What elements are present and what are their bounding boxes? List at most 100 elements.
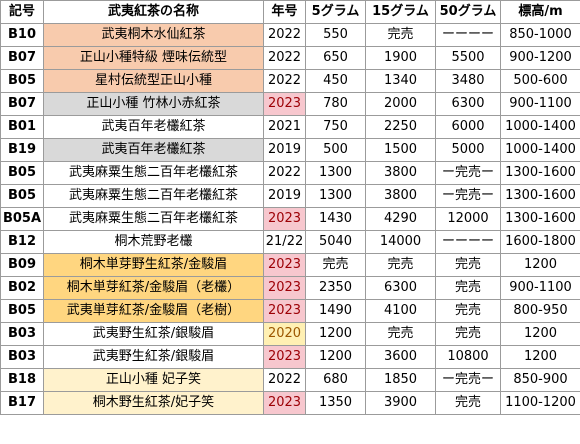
price-15g-cell: 3800 (365, 161, 436, 185)
price-5g-cell: 1200 (305, 322, 366, 346)
altitude-cell: 1300-1600 (500, 207, 580, 231)
price-50g-cell: 完売 (435, 299, 501, 323)
name-cell: 武夷麻粟生態二百年老欉紅茶 (43, 184, 264, 208)
header-row: 記号 武夷紅茶の名称 年号 5グラム 15グラム 50グラム 標高/m (0, 0, 580, 24)
price-5g-cell: 680 (305, 368, 366, 392)
price-15g-cell: 6300 (365, 276, 436, 300)
price-5g-cell: 完売 (305, 253, 366, 277)
table-row: B19 武夷百年老欉紅茶 2019 500 1500 5000 1000-1400 (0, 138, 580, 162)
price-50g-cell: 5500 (435, 46, 501, 70)
altitude-cell: 1200 (500, 253, 580, 277)
price-15g-cell: 1500 (365, 138, 436, 162)
table-row: B07 正山小種 竹林小赤紅茶 2023 780 2000 6300 900-1100 (0, 92, 580, 116)
name-cell: 桐木単芽紅茶/金駿眉（老欉） (43, 276, 264, 300)
year-cell: 2023 (263, 92, 306, 116)
price-15g-cell: 3800 (365, 184, 436, 208)
year-cell: 2023 (263, 391, 306, 415)
year-cell: 2023 (263, 345, 306, 369)
name-cell: 星村伝統型正山小種 (43, 69, 264, 93)
name-cell: 武夷単芽紅茶/金駿眉（老樹） (43, 299, 264, 323)
price-50g-cell: ー完売ー (435, 368, 501, 392)
altitude-cell: 900-1100 (500, 92, 580, 116)
name-cell: 武夷桐木水仙紅茶 (43, 23, 264, 47)
altitude-cell: 1300-1600 (500, 184, 580, 208)
name-cell: 正山小種特級 煙味伝統型 (43, 46, 264, 70)
year-cell: 2022 (263, 46, 306, 70)
code-cell: B03 (0, 322, 44, 346)
price-15g-cell: 3600 (365, 345, 436, 369)
price-5g-cell: 550 (305, 23, 366, 47)
price-5g-cell: 1200 (305, 345, 366, 369)
code-cell: B05 (0, 161, 44, 185)
table-row: B05 武夷麻粟生態二百年老欉紅茶 2019 1300 3800 ー完売ー 1300-160… (0, 184, 580, 208)
altitude-cell: 900-1100 (500, 276, 580, 300)
code-cell: B19 (0, 138, 44, 162)
price-5g-cell: 1300 (305, 184, 366, 208)
header-15g: 15グラム (365, 0, 436, 24)
price-50g-cell: 3480 (435, 69, 501, 93)
price-15g-cell: 14000 (365, 230, 436, 254)
code-cell: B05 (0, 69, 44, 93)
table-row: B17 桐木野生紅茶/妃子笑 2023 1350 3900 完売 1100-1200 (0, 391, 580, 415)
year-cell: 2020 (263, 322, 306, 346)
name-cell: 桐木荒野老欉 (43, 230, 264, 254)
code-cell: B03 (0, 345, 44, 369)
tea-price-table: 記号 武夷紅茶の名称 年号 5グラム 15グラム 50グラム 標高/m B10 武… (0, 0, 580, 415)
year-cell: 2022 (263, 69, 306, 93)
price-5g-cell: 5040 (305, 230, 366, 254)
price-15g-cell: 3900 (365, 391, 436, 415)
price-50g-cell: ー完売ー (435, 184, 501, 208)
price-15g-cell: 4290 (365, 207, 436, 231)
year-cell: 21/22 (263, 230, 306, 254)
price-5g-cell: 1300 (305, 161, 366, 185)
code-cell: B05A (0, 207, 44, 231)
name-cell: 武夷野生紅茶/銀駿眉 (43, 345, 264, 369)
altitude-cell: 1200 (500, 322, 580, 346)
table-body: B10 武夷桐木水仙紅茶 2022 550 完売 ーーーー 850-1000 B07 正山小種特… (0, 23, 580, 415)
price-50g-cell: 完売 (435, 253, 501, 277)
header-code: 記号 (0, 0, 44, 24)
header-50g: 50グラム (435, 0, 501, 24)
price-50g-cell: 完売 (435, 322, 501, 346)
year-cell: 2023 (263, 207, 306, 231)
header-5g: 5グラム (305, 0, 366, 24)
price-50g-cell: 6300 (435, 92, 501, 116)
table-row: B18 正山小種 妃子笑 2022 680 1850 ー完売ー 850-900 (0, 368, 580, 392)
altitude-cell: 850-1000 (500, 23, 580, 47)
price-5g-cell: 1490 (305, 299, 366, 323)
price-15g-cell: 1900 (365, 46, 436, 70)
name-cell: 武夷野生紅茶/銀駿眉 (43, 322, 264, 346)
name-cell: 武夷麻粟生態二百年老欉紅茶 (43, 207, 264, 231)
name-cell: 武夷百年老欉紅茶 (43, 138, 264, 162)
year-cell: 2019 (263, 184, 306, 208)
altitude-cell: 1600-1800 (500, 230, 580, 254)
price-50g-cell: ー完売ー (435, 161, 501, 185)
price-5g-cell: 750 (305, 115, 366, 139)
table-row: B05 武夷単芽紅茶/金駿眉（老樹） 2023 1490 4100 完売 800-950 (0, 299, 580, 323)
table-row: B05 武夷麻粟生態二百年老欉紅茶 2022 1300 3800 ー完売ー 1300-160… (0, 161, 580, 185)
price-15g-cell: 2000 (365, 92, 436, 116)
table-row: B09 桐木単芽野生紅茶/金駿眉 2023 完売 完売 完売 1200 (0, 253, 580, 277)
code-cell: B01 (0, 115, 44, 139)
code-cell: B07 (0, 46, 44, 70)
code-cell: B10 (0, 23, 44, 47)
price-5g-cell: 1430 (305, 207, 366, 231)
year-cell: 2023 (263, 253, 306, 277)
price-15g-cell: 2250 (365, 115, 436, 139)
year-cell: 2022 (263, 23, 306, 47)
price-5g-cell: 500 (305, 138, 366, 162)
code-cell: B02 (0, 276, 44, 300)
name-cell: 正山小種 妃子笑 (43, 368, 264, 392)
code-cell: B07 (0, 92, 44, 116)
name-cell: 桐木野生紅茶/妃子笑 (43, 391, 264, 415)
altitude-cell: 900-1200 (500, 46, 580, 70)
price-15g-cell: 完売 (365, 23, 436, 47)
header-altitude: 標高/m (500, 0, 580, 24)
code-cell: B09 (0, 253, 44, 277)
price-50g-cell: 10800 (435, 345, 501, 369)
price-15g-cell: 1340 (365, 69, 436, 93)
code-cell: B12 (0, 230, 44, 254)
price-50g-cell: 完売 (435, 391, 501, 415)
altitude-cell: 1100-1200 (500, 391, 580, 415)
code-cell: B05 (0, 299, 44, 323)
